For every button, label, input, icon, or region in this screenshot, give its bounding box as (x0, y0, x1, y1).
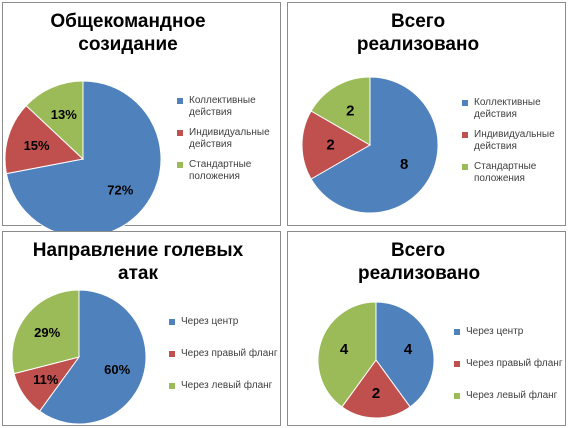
pie-slice (301, 110, 372, 180)
slice-data-label: 4 (340, 341, 349, 358)
chart-title-line: атак (118, 262, 158, 284)
legend-label: Через левый фланг (181, 380, 273, 391)
legend-label: Стандартные положения (189, 159, 252, 182)
legend-swatch (169, 383, 175, 389)
legend-label: Через центр (466, 326, 524, 337)
legend-entry: Стандартные положения (177, 159, 270, 183)
legend-entry: Через левый фланг (169, 380, 277, 392)
slice-data-label: 13% (51, 107, 77, 122)
chart-legend: Коллективные действия Индивидуальные дейс… (177, 95, 270, 183)
legend-label: Стандартные положения (474, 161, 537, 184)
legend-swatch (177, 130, 183, 136)
legend-label: Через центр (181, 316, 239, 327)
legend-label: Через правый фланг (181, 348, 278, 359)
legend-swatch (454, 393, 460, 399)
legend-label: Коллективные действия (189, 95, 256, 118)
slice-data-label: 15% (24, 138, 50, 153)
chart-title-line: созидание (78, 33, 178, 55)
pie-slice (375, 301, 435, 408)
chart-legend: Через центр Через правый фланг Через левый… (454, 326, 562, 402)
chart-title-line: Всего (390, 240, 446, 261)
legend-label: Коллективные действия (474, 97, 541, 120)
legend-swatch (177, 98, 183, 104)
legend-entry: Через центр (454, 326, 562, 338)
legend-swatch (169, 319, 175, 325)
legend-entry: Через правый фланг (169, 348, 277, 360)
legend-label: Индивидуальные действия (189, 127, 270, 150)
chart-legend: Через центр Через правый фланг Через левый… (169, 316, 277, 392)
pie-slice (317, 301, 377, 408)
legend-entry: Стандартные положения (462, 161, 555, 185)
legend-entry: Через правый фланг (454, 358, 562, 370)
legend-swatch (454, 329, 460, 335)
slice-data-label: 2 (326, 137, 334, 154)
slice-data-label: 2 (372, 385, 380, 402)
chart-legend: Коллективные действия Индивидуальные дейс… (462, 97, 555, 185)
pie-slice (310, 76, 439, 214)
legend-label: Индивидуальные действия (474, 129, 555, 152)
chart-title: Общекомандное созидание (43, 11, 213, 57)
legend-swatch (169, 351, 175, 357)
chart-title-line: Направление голевых (32, 240, 244, 261)
chart-panel-attack-direction: Направление голевых атак 60% 11% 29% Через… (2, 231, 281, 426)
legend-swatch (462, 132, 468, 138)
pie-chart: 8 2 2 (301, 76, 439, 214)
legend-label: Через левый фланг (466, 390, 558, 401)
legend-entry: Индивидуальные действия (177, 127, 270, 151)
chart-title-line: реализовано (358, 262, 481, 284)
pie-slice (310, 76, 371, 146)
legend-label: Через правый фланг (466, 358, 563, 369)
chart-panel-team-creation: Общекомандное созидание 72% 15% 13% Коллек… (2, 2, 281, 238)
legend-swatch (454, 361, 460, 367)
legend-swatch (462, 164, 468, 170)
chart-panel-total-realized: Всего реализовано 8 2 2 Коллективные дейст… (287, 2, 566, 226)
chart-title: Направление голевых атак (23, 240, 253, 286)
pie-slice (25, 80, 84, 161)
chart-title-line: реализовано (356, 33, 480, 55)
legend-entry: Через левый фланг (454, 390, 562, 402)
legend-entry: Коллективные действия (177, 95, 270, 119)
slice-data-label: 29% (34, 325, 60, 340)
pie-slice (4, 104, 85, 175)
slice-data-label: 4 (404, 341, 413, 358)
chart-title-line: Всего (390, 11, 446, 32)
legend-entry: Через центр (169, 316, 277, 328)
chart-title: Всего реализовано (358, 240, 481, 286)
slice-data-label: 2 (346, 102, 354, 119)
pie-chart: 4 2 4 (317, 301, 435, 419)
legend-entry: Коллективные действия (462, 97, 555, 121)
pie-chart: 60% 11% 29% (11, 289, 147, 425)
chart-title: Всего реализовано (353, 11, 483, 57)
pie-slice (38, 289, 147, 425)
slice-data-label: 8 (400, 156, 408, 173)
slice-data-label: 60% (104, 362, 130, 377)
pie-chart: 72% 15% 13% (4, 80, 162, 238)
pie-slice (11, 289, 80, 375)
chart-panel-total-realized-directions: Всего реализовано 4 2 4 Через центр Через п… (287, 231, 566, 426)
legend-entry: Индивидуальные действия (462, 129, 555, 153)
pie-slice (341, 359, 411, 419)
slice-data-label: 11% (33, 372, 59, 387)
legend-swatch (177, 162, 183, 168)
slice-data-label: 72% (107, 182, 133, 197)
legend-swatch (462, 100, 468, 106)
chart-title-line: Общекомандное (50, 11, 206, 32)
